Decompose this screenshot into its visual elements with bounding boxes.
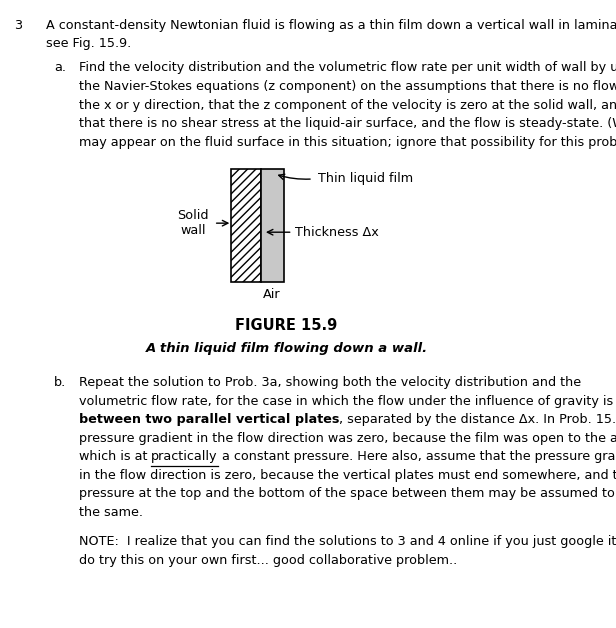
Text: volumetric flow rate, for the case in which the flow under the influence of grav: volumetric flow rate, for the case in wh… [79,394,613,408]
Text: A thin liquid film flowing down a wall.: A thin liquid film flowing down a wall. [145,342,428,355]
Text: pressure at the top and the bottom of the space between them may be assumed to b: pressure at the top and the bottom of th… [79,487,616,501]
Text: that there is no shear stress at the liquid-air surface, and the flow is steady-: that there is no shear stress at the liq… [79,117,616,130]
Text: may appear on the fluid surface in this situation; ignore that possibility for t: may appear on the fluid surface in this … [79,136,616,149]
Text: Thin liquid film: Thin liquid film [318,173,413,185]
Text: Repeat the solution to Prob. 3a, showing both the velocity distribution and the: Repeat the solution to Prob. 3a, showing… [79,376,581,389]
Text: , separated by the distance Δx. In Prob. 15.9 the: , separated by the distance Δx. In Prob.… [339,413,616,426]
Bar [231,169,261,282]
Text: between two parallel vertical plates: between two parallel vertical plates [79,413,339,426]
Text: which is at: which is at [79,450,152,463]
Text: FIGURE 15.9: FIGURE 15.9 [235,318,338,333]
Text: in the flow direction is zero, because the vertical plates must end somewhere, a: in the flow direction is zero, because t… [79,468,616,482]
Text: the x or y direction, that the z component of the velocity is zero at the solid : the x or y direction, that the z compone… [79,99,616,112]
Text: see Fig. 15.9.: see Fig. 15.9. [46,37,131,50]
Text: a constant pressure. Here also, assume that the pressure gradient: a constant pressure. Here also, assume t… [218,450,616,463]
Text: practically: practically [152,450,218,463]
Text: the Navier-Stokes equations (z component) on the assumptions that there is no fl: the Navier-Stokes equations (z component… [79,80,616,93]
Text: Find the velocity distribution and the volumetric flow rate per unit width of wa: Find the velocity distribution and the v… [79,62,616,75]
Text: a.: a. [54,62,66,75]
Text: 3: 3 [14,19,22,32]
Text: Thickness Δx: Thickness Δx [295,225,379,239]
Text: Air: Air [262,288,280,301]
Text: b.: b. [54,376,67,389]
Text: Solid
wall: Solid wall [177,209,209,237]
Text: pressure gradient in the flow direction was zero, because the film was open to t: pressure gradient in the flow direction … [79,431,616,445]
Bar [261,169,284,282]
Text: A constant-density Newtonian fluid is flowing as a thin film down a vertical wal: A constant-density Newtonian fluid is fl… [46,19,616,32]
Text: the same.: the same. [79,506,143,519]
Text: NOTE:  I realize that you can find the solutions to 3 and 4 online if you just g: NOTE: I realize that you can find the so… [79,536,616,548]
Text: do try this on your own first... good collaborative problem..: do try this on your own first... good co… [79,554,457,567]
